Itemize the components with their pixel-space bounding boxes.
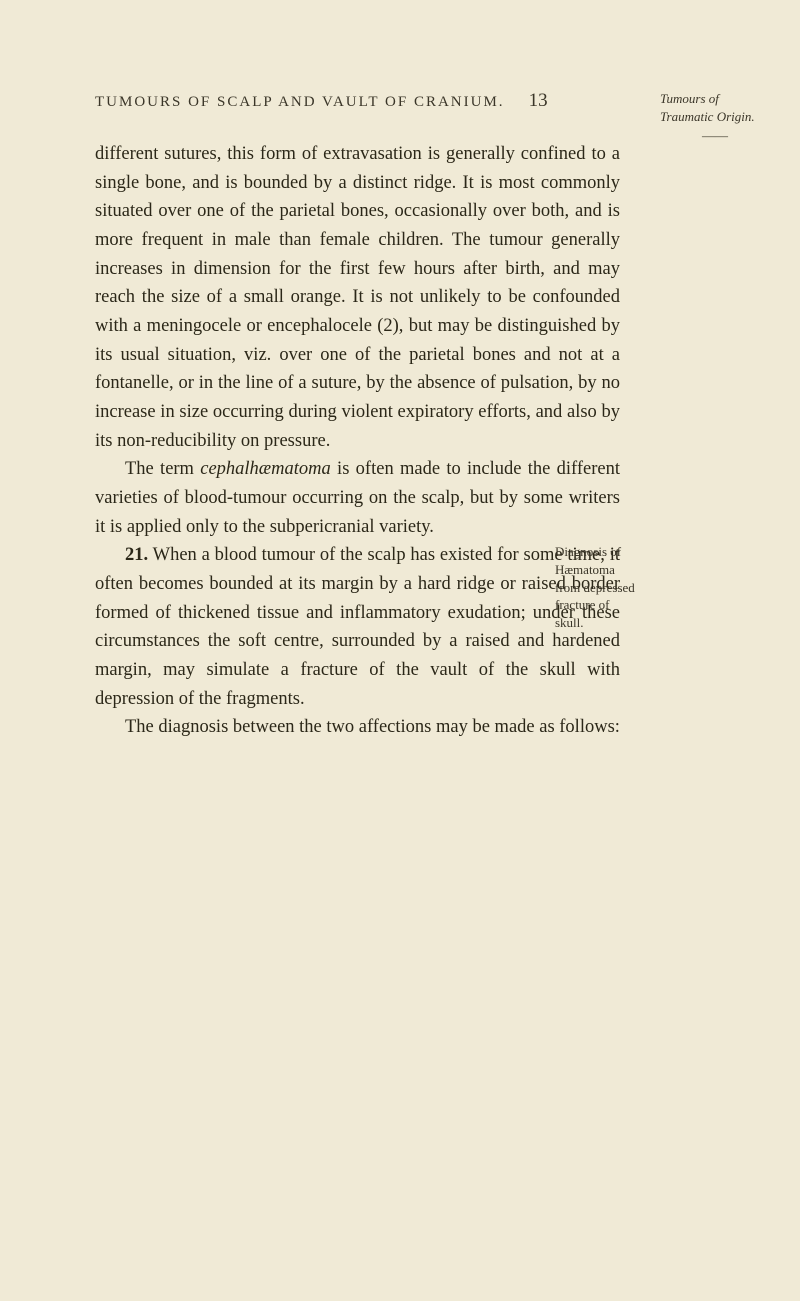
margin-note-line: fracture of: [555, 596, 665, 614]
page-container: TUMOURS OF SCALP AND VAULT OF CRANIUM. 1…: [0, 0, 800, 802]
margin-note-line: skull.: [555, 614, 665, 632]
margin-note-line: Diagnosis of: [555, 543, 665, 561]
p2-italic-term: cephalhæmatoma: [200, 459, 331, 479]
page-number: 13: [529, 90, 548, 112]
p2-start: The term: [125, 459, 200, 479]
paragraph-4: The diagnosis between the two affections…: [95, 713, 620, 742]
margin-note-dash: ——: [660, 127, 770, 145]
paragraph-2: The term cephalhæmatoma is often made to…: [95, 455, 620, 541]
paragraph-1: different sutures, this form of extravas…: [95, 140, 620, 455]
margin-note-line: Tumours of: [660, 90, 770, 108]
margin-note-line: Traumatic Origin.: [660, 108, 770, 126]
body-text-container: different sutures, this form of extravas…: [95, 140, 620, 742]
paragraph-3-wrapper: Diagnosis of Hæmatoma from depressed fra…: [95, 541, 620, 713]
margin-note-line: from depressed: [555, 579, 665, 597]
margin-note-line: Hæmatoma: [555, 561, 665, 579]
p3-text: When a blood tumour of the scalp has exi…: [95, 545, 620, 708]
running-header: TUMOURS OF SCALP AND VAULT OF CRANIUM.: [95, 94, 505, 111]
margin-note-diagnosis: Diagnosis of Hæmatoma from depressed fra…: [555, 543, 665, 631]
header-line: TUMOURS OF SCALP AND VAULT OF CRANIUM. 1…: [95, 90, 725, 112]
paragraph-3: 21. When a blood tumour of the scalp has…: [95, 541, 620, 713]
margin-note-tumours-origin: Tumours of Traumatic Origin. ——: [660, 90, 770, 145]
section-number-21: 21.: [125, 545, 148, 565]
